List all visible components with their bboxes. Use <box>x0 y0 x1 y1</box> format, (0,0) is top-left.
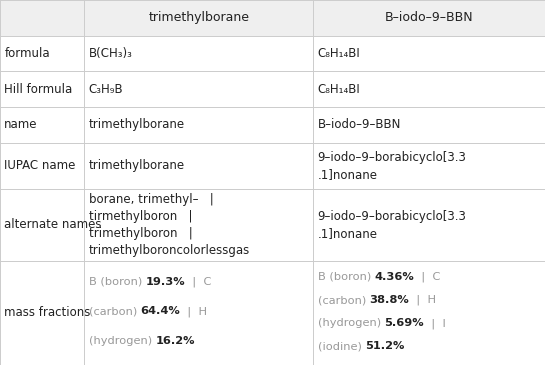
Text: (iodine): (iodine) <box>318 342 365 351</box>
Text: (hydrogen): (hydrogen) <box>318 318 384 328</box>
Text: (carbon): (carbon) <box>89 306 141 316</box>
Text: 16.2%: 16.2% <box>155 336 195 346</box>
Text: mass fractions: mass fractions <box>4 306 90 319</box>
Text: 64.4%: 64.4% <box>141 306 180 316</box>
Text: |  H: | H <box>409 295 437 306</box>
Text: 4.36%: 4.36% <box>374 272 414 282</box>
Text: (hydrogen): (hydrogen) <box>89 336 155 346</box>
Text: B (boron): B (boron) <box>89 277 146 287</box>
Text: C₈H₁₄BI: C₈H₁₄BI <box>318 47 360 60</box>
Bar <box>0 0 545 36</box>
Text: IUPAC name: IUPAC name <box>4 159 76 172</box>
Text: B–iodo–9–BBN: B–iodo–9–BBN <box>318 118 401 131</box>
Text: 5.69%: 5.69% <box>384 318 424 328</box>
Text: 19.3%: 19.3% <box>146 277 185 287</box>
Text: trimethylborane: trimethylborane <box>89 118 185 131</box>
Text: formula: formula <box>4 47 50 60</box>
Text: |  C: | C <box>185 276 211 287</box>
Text: name: name <box>4 118 38 131</box>
Text: B–iodo–9–BBN: B–iodo–9–BBN <box>385 11 474 24</box>
Text: C₈H₁₄BI: C₈H₁₄BI <box>318 83 360 96</box>
Text: B (boron): B (boron) <box>318 272 374 282</box>
Text: |  C: | C <box>414 272 441 282</box>
Text: 51.2%: 51.2% <box>365 342 404 351</box>
Text: 9–iodo–9–borabicyclo[3.3
.1]nonane: 9–iodo–9–borabicyclo[3.3 .1]nonane <box>318 210 467 240</box>
Text: |  H: | H <box>180 306 208 317</box>
Text: alternate names: alternate names <box>4 218 102 231</box>
Text: (carbon): (carbon) <box>318 295 370 305</box>
Text: B(CH₃)₃: B(CH₃)₃ <box>89 47 133 60</box>
Text: Hill formula: Hill formula <box>4 83 72 96</box>
Text: |  I: | I <box>424 318 446 329</box>
Text: 38.8%: 38.8% <box>370 295 409 305</box>
Text: 9–iodo–9–borabicyclo[3.3
.1]nonane: 9–iodo–9–borabicyclo[3.3 .1]nonane <box>318 151 467 181</box>
Text: trimethylborane: trimethylborane <box>148 11 250 24</box>
Text: trimethylborane: trimethylborane <box>89 159 185 172</box>
Text: borane, trimethyl–   |
tirmethylboron   |
trimethylboron   |
trimethylboroncolor: borane, trimethyl– | tirmethylboron | tr… <box>89 193 250 257</box>
Text: C₃H₉B: C₃H₉B <box>89 83 124 96</box>
